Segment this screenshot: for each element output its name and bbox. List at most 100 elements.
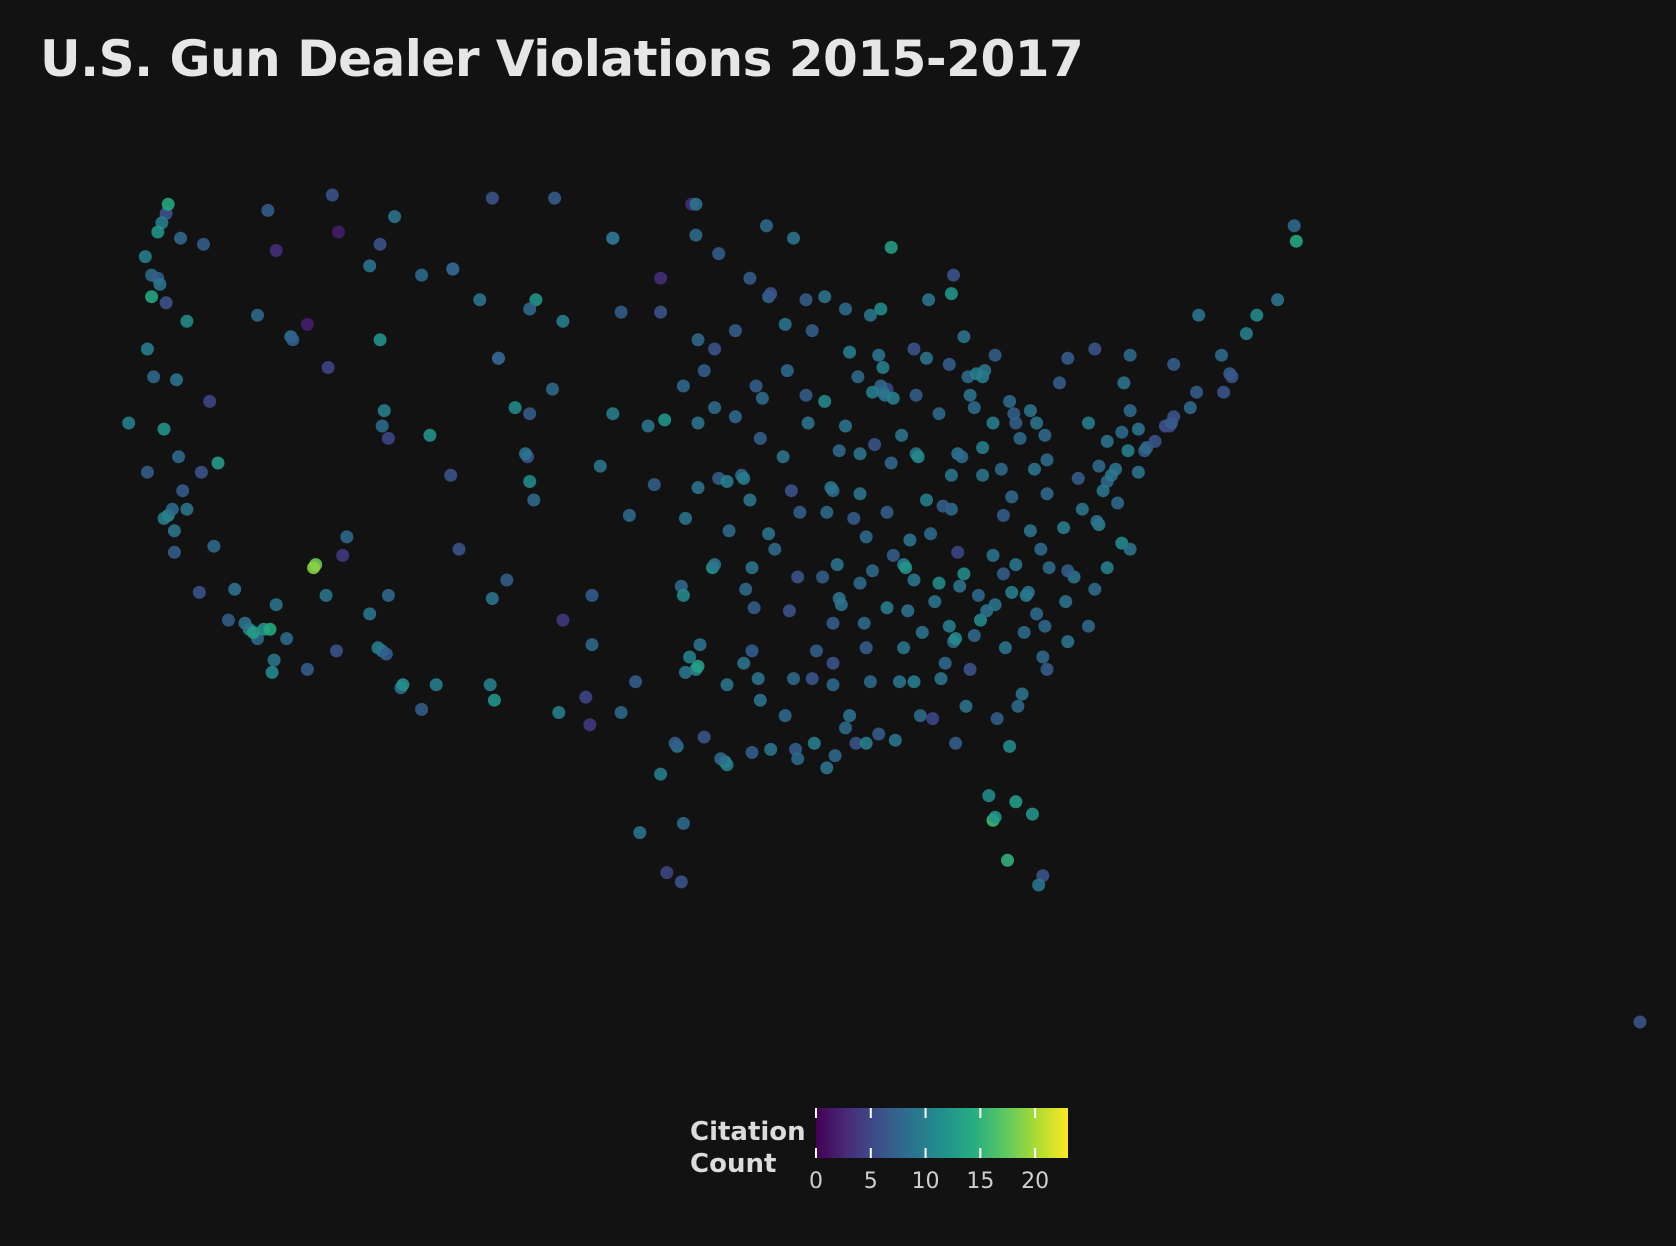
dealer-point: [953, 579, 967, 593]
dealer-point: [138, 250, 152, 264]
dealer-point: [1082, 416, 1095, 430]
dealer-point: [674, 875, 688, 889]
dealer-point: [1023, 524, 1037, 538]
dealer-point: [167, 524, 181, 538]
dealer-point: [909, 388, 923, 402]
dealer-point: [429, 678, 443, 692]
dealer-point: [629, 675, 643, 689]
dealer-point: [263, 622, 277, 636]
dealer-point: [1015, 687, 1029, 701]
dealer-point: [913, 709, 927, 723]
dealer-point: [1057, 521, 1071, 535]
dealer-point: [986, 548, 1000, 562]
dealer-point: [527, 493, 541, 507]
dealer-point: [764, 742, 778, 756]
dealer-point: [689, 228, 703, 242]
dealer-point: [388, 210, 402, 224]
dealer-point: [776, 450, 790, 464]
dealer-point: [381, 588, 395, 602]
dealer-point: [647, 478, 661, 492]
dealer-point: [379, 647, 393, 661]
colorbar-tick-label: 15: [966, 1169, 994, 1194]
dealer-point: [1633, 1015, 1647, 1029]
legend-title: Citation Count: [690, 1116, 806, 1180]
dealer-point: [1042, 561, 1056, 575]
dealer-point: [668, 736, 682, 750]
dealer-point: [720, 678, 734, 692]
dealer-point: [307, 561, 321, 575]
dealer-point: [122, 416, 136, 430]
dealer-point: [720, 475, 734, 488]
dealer-point: [691, 416, 705, 430]
dealer-point: [170, 373, 183, 387]
dealer-point: [145, 290, 159, 304]
dealer-point: [676, 379, 690, 393]
dealer-point: [998, 641, 1012, 655]
dealer-point: [192, 585, 206, 599]
dealer-point: [1061, 564, 1075, 578]
dealer-point: [1061, 351, 1075, 365]
dealer-point: [996, 508, 1010, 522]
dealer-point: [1239, 327, 1253, 341]
dealer-point: [828, 749, 842, 763]
dealer-point: [1021, 585, 1035, 599]
dealer-point: [988, 810, 1002, 824]
dealer-point: [246, 625, 260, 639]
dealer-point: [849, 736, 863, 750]
dealer-point: [928, 595, 942, 609]
dealer-point: [1131, 465, 1145, 479]
dealer-point: [807, 736, 821, 750]
dealer-point: [1167, 410, 1181, 424]
dealer-point: [691, 333, 705, 347]
dealer-point: [140, 342, 154, 356]
dealer-point: [967, 629, 981, 642]
dealer-point: [492, 351, 505, 365]
dealer-point: [265, 665, 279, 679]
dealer-point: [994, 462, 1008, 476]
dealer-point: [1088, 582, 1102, 596]
dealer-point: [884, 240, 898, 254]
dealer-point: [1071, 471, 1085, 485]
dealer-point: [556, 314, 570, 328]
dealer-point: [963, 388, 977, 402]
colorbar-tick-label: 10: [912, 1169, 940, 1194]
dealer-point: [697, 730, 711, 744]
dealer-point: [1001, 853, 1014, 867]
dealer-point: [843, 709, 857, 723]
dealer-point: [778, 317, 792, 331]
dealer-point: [552, 706, 566, 719]
dealer-point: [988, 348, 1002, 362]
dealer-point: [606, 231, 620, 245]
dealer-point: [859, 736, 873, 750]
dealer-point: [820, 505, 834, 519]
dealer-point: [1025, 807, 1039, 821]
dealer-point: [375, 419, 389, 433]
dealer-point: [942, 619, 956, 633]
dealer-point: [1009, 416, 1023, 430]
dealer-point: [300, 662, 314, 676]
dealer-point: [583, 718, 597, 732]
dealer-point: [238, 616, 252, 630]
dealer-point: [899, 561, 913, 575]
dealer-point: [614, 706, 628, 719]
dealer-point: [980, 604, 994, 618]
dealer-point: [415, 702, 429, 716]
dealer-point: [1061, 635, 1075, 649]
dealer-point: [926, 712, 940, 726]
dealer-point: [1148, 434, 1162, 448]
dealer-point: [793, 505, 807, 519]
dealer-point: [1040, 487, 1054, 501]
dealer-point: [508, 401, 522, 415]
dealer-point: [1117, 376, 1131, 390]
dealer-point: [832, 444, 846, 458]
dealer-point: [658, 413, 672, 427]
dealer-point: [500, 573, 514, 587]
dealer-point: [1003, 739, 1017, 753]
dealer-point: [728, 410, 742, 424]
dealer-point: [176, 484, 190, 498]
dealer-point: [780, 364, 794, 378]
dealer-point: [708, 401, 722, 415]
colorbar-tick-label: 20: [1021, 1169, 1049, 1194]
legend-title-line1: Citation: [690, 1117, 806, 1147]
dealer-point: [207, 539, 221, 553]
